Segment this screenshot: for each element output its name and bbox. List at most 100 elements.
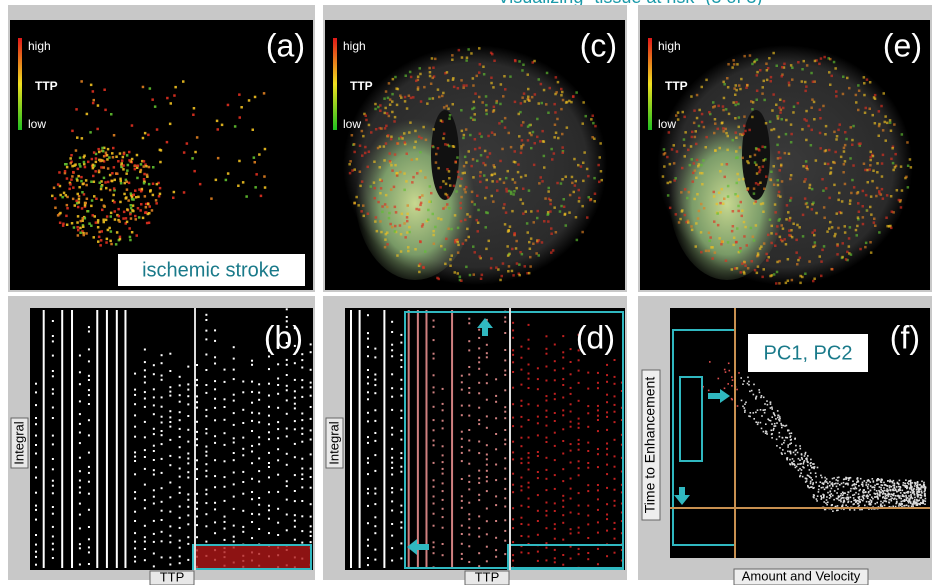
point	[144, 421, 146, 423]
point	[512, 451, 514, 453]
point	[858, 497, 860, 499]
voxel	[531, 96, 534, 99]
point	[795, 445, 797, 447]
point	[205, 451, 207, 453]
voxel	[93, 195, 96, 198]
voxel	[893, 123, 896, 126]
point	[286, 464, 288, 466]
voxel	[90, 84, 93, 87]
point	[794, 438, 796, 440]
voxel	[819, 109, 822, 112]
voxel	[762, 86, 765, 89]
voxel	[822, 190, 825, 193]
voxel	[538, 102, 541, 105]
point	[224, 444, 226, 446]
voxel	[811, 231, 814, 234]
voxel	[695, 130, 698, 133]
point	[169, 511, 171, 513]
point	[792, 464, 794, 466]
point	[242, 471, 244, 473]
point	[169, 564, 171, 566]
point	[179, 492, 181, 494]
voxel	[528, 272, 531, 275]
point	[294, 428, 296, 430]
voxel	[58, 171, 61, 174]
voxel	[795, 251, 798, 254]
point	[134, 460, 136, 462]
point	[597, 563, 599, 565]
voxel	[523, 92, 526, 95]
point	[865, 484, 867, 486]
point	[468, 463, 470, 465]
voxel	[365, 115, 368, 118]
point	[205, 455, 207, 457]
voxel	[412, 176, 415, 179]
voxel	[810, 144, 813, 147]
voxel	[253, 156, 256, 159]
voxel	[478, 47, 481, 50]
point	[852, 481, 854, 483]
point	[876, 483, 878, 485]
point	[134, 373, 136, 375]
point	[822, 482, 824, 484]
point	[374, 348, 376, 350]
voxel	[520, 102, 523, 105]
column	[71, 310, 73, 568]
point	[478, 382, 480, 384]
voxel	[504, 117, 507, 120]
voxel	[242, 181, 245, 184]
voxel	[563, 198, 566, 201]
voxel	[419, 170, 422, 173]
point	[79, 480, 81, 482]
point	[810, 462, 812, 464]
point	[914, 503, 916, 505]
point	[187, 366, 189, 368]
point	[606, 364, 608, 366]
point	[811, 467, 813, 469]
point	[863, 490, 865, 492]
voxel	[415, 80, 418, 83]
legend-bar	[648, 38, 652, 130]
point	[512, 322, 514, 324]
point	[520, 416, 522, 418]
voxel	[732, 139, 735, 142]
point	[134, 561, 136, 563]
point	[461, 446, 463, 448]
point	[258, 457, 260, 459]
voxel	[582, 101, 585, 104]
voxel	[878, 135, 881, 138]
point	[562, 397, 564, 399]
voxel	[851, 179, 854, 182]
point	[374, 420, 376, 422]
point	[904, 485, 906, 487]
point	[578, 427, 580, 429]
point	[606, 429, 608, 431]
point	[88, 326, 90, 328]
voxel	[438, 96, 441, 99]
point	[504, 478, 506, 480]
voxel	[543, 89, 546, 92]
point	[545, 400, 547, 402]
point	[570, 558, 572, 560]
voxel	[72, 198, 75, 201]
voxel	[735, 137, 738, 140]
point	[486, 508, 488, 510]
voxel	[594, 125, 597, 128]
voxel	[815, 212, 818, 215]
point	[799, 476, 801, 478]
voxel	[732, 210, 735, 213]
point	[153, 520, 155, 522]
point	[512, 329, 514, 331]
voxel	[735, 150, 738, 153]
point	[52, 355, 54, 357]
voxel	[141, 188, 144, 191]
point	[35, 391, 37, 393]
voxel	[361, 154, 364, 157]
point	[161, 472, 163, 474]
point	[153, 496, 155, 498]
voxel	[697, 217, 700, 220]
point	[367, 436, 369, 438]
voxel	[594, 193, 597, 196]
voxel	[472, 158, 475, 161]
voxel	[722, 203, 725, 206]
